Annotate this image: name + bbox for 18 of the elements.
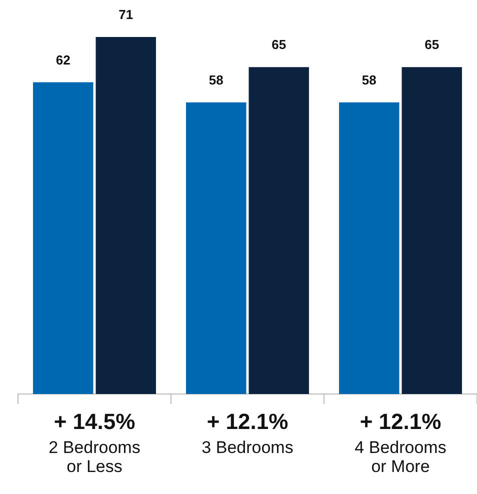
data-label: 62: [56, 52, 70, 68]
text: + 14.5%: [54, 409, 136, 434]
data-label: 58: [362, 72, 376, 88]
data-label: 58: [208, 72, 224, 88]
text: + 12.1%: [206, 409, 288, 434]
bar: [339, 102, 400, 394]
bar: [96, 37, 156, 394]
text: + 12.1%: [360, 409, 442, 434]
x-tick-label: 2 Bedrooms or Less: [48, 438, 140, 476]
bar: [248, 67, 309, 394]
x-tick-label: 4 Bedrooms or More: [354, 438, 446, 476]
x-tick-label: 3 Bedrooms: [202, 438, 294, 458]
data-label: 65: [424, 37, 440, 52]
bar: [33, 82, 94, 394]
data-label: 65: [272, 37, 286, 52]
bar: [186, 102, 246, 394]
data-label: 71: [118, 7, 134, 22]
bar: [402, 67, 462, 394]
